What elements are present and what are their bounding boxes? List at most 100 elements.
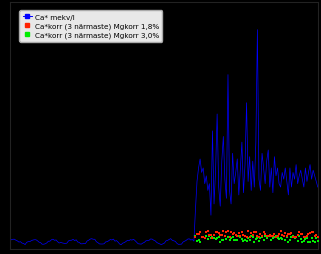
Point [269, 238, 274, 242]
Point [270, 236, 275, 240]
Point [286, 232, 291, 236]
Point [300, 240, 305, 244]
Point [205, 237, 210, 241]
Point [246, 230, 251, 234]
Point [272, 232, 277, 236]
Point [278, 236, 283, 240]
Point [219, 233, 224, 237]
Point [231, 231, 237, 235]
Point [249, 231, 254, 235]
Point [235, 234, 240, 239]
Point [258, 232, 263, 236]
Point [309, 230, 314, 234]
Point [216, 235, 221, 239]
Point [208, 233, 213, 237]
Point [293, 235, 299, 240]
Point [303, 237, 308, 242]
Point [208, 236, 213, 240]
Point [293, 235, 299, 239]
Point [210, 235, 215, 239]
Point [253, 237, 258, 241]
Point [264, 234, 269, 238]
Point [311, 230, 316, 234]
Point [197, 240, 203, 244]
Point [287, 232, 292, 236]
Point [233, 238, 238, 242]
Point [230, 235, 235, 239]
Point [213, 237, 218, 242]
Point [193, 234, 198, 238]
Point [303, 235, 308, 239]
Point [236, 231, 241, 235]
Point [280, 233, 285, 237]
Point [201, 235, 206, 240]
Point [280, 237, 285, 241]
Point [295, 239, 300, 243]
Point [291, 235, 296, 239]
Point [222, 234, 228, 238]
Point [227, 235, 232, 239]
Point [269, 234, 274, 239]
Point [252, 240, 257, 244]
Point [227, 238, 232, 242]
Point [272, 235, 277, 239]
Point [247, 235, 252, 240]
Point [214, 236, 220, 240]
Point [221, 230, 226, 234]
Point [273, 235, 279, 239]
Point [314, 233, 319, 237]
Point [298, 237, 303, 241]
Point [213, 230, 218, 234]
Point [261, 231, 266, 235]
Point [267, 233, 272, 237]
Point [207, 234, 212, 239]
Point [306, 240, 311, 244]
Point [222, 234, 228, 238]
Point [312, 234, 317, 239]
Point [235, 239, 240, 243]
Point [214, 230, 220, 234]
Point [225, 235, 230, 240]
Point [255, 234, 260, 238]
Point [270, 234, 275, 238]
Point [295, 233, 300, 237]
Point [219, 238, 224, 242]
Point [264, 236, 269, 240]
Point [275, 236, 280, 241]
Point [289, 231, 294, 235]
Point [233, 233, 238, 237]
Point [242, 234, 247, 239]
Point [308, 240, 313, 244]
Point [263, 234, 268, 238]
Point [289, 235, 294, 239]
Point [259, 234, 265, 238]
Point [304, 236, 309, 240]
Point [255, 236, 260, 240]
Point [284, 235, 290, 239]
Point [309, 236, 314, 240]
Point [196, 232, 201, 236]
Point [244, 235, 249, 239]
Point [204, 234, 209, 238]
Point [276, 232, 282, 236]
Point [281, 234, 286, 238]
Legend: Ca* mekv/l, Ca*korr (3 närmaste) Mgkorr 1,8%, Ca*korr (3 närmaste) Mgkorr 3,0%: Ca* mekv/l, Ca*korr (3 närmaste) Mgkorr … [19, 11, 162, 42]
Point [284, 234, 290, 238]
Point [210, 235, 215, 240]
Point [230, 232, 235, 236]
Point [275, 234, 280, 238]
Point [259, 235, 265, 239]
Point [212, 233, 217, 237]
Point [201, 235, 206, 239]
Point [292, 235, 297, 239]
Point [258, 236, 263, 240]
Point [202, 236, 207, 240]
Point [311, 239, 316, 243]
Point [266, 233, 271, 237]
Point [267, 234, 272, 239]
Point [239, 230, 245, 234]
Point [241, 233, 246, 237]
Point [199, 235, 204, 239]
Point [283, 231, 288, 235]
Point [221, 239, 226, 243]
